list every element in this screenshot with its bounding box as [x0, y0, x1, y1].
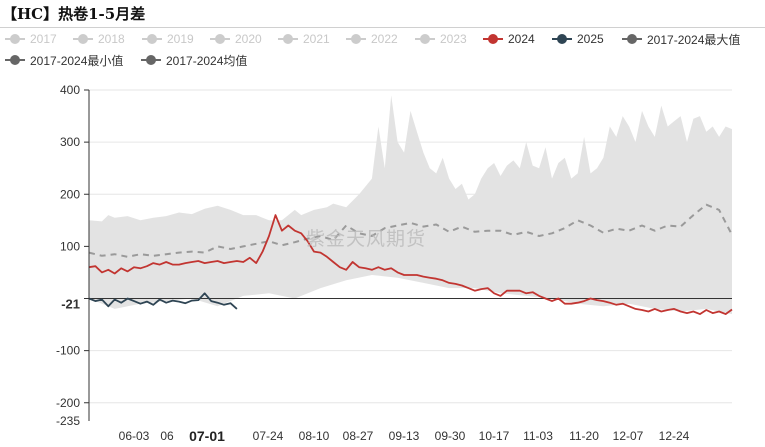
legend: 2017 2018 2019 2020 2021 2022 2023 2024 2025 2017… [0, 30, 765, 72]
legend-label: 2024 [508, 32, 535, 46]
legend-marker-icon [142, 33, 162, 45]
legend-item-2019[interactable]: 2019 [142, 30, 194, 48]
x-tick-label: 08-10 [299, 429, 330, 443]
y-tick-label: -100 [56, 344, 80, 358]
legend-marker-icon [622, 33, 642, 45]
legend-item-2021[interactable]: 2021 [278, 30, 330, 48]
legend-item-2018[interactable]: 2018 [73, 30, 125, 48]
title-divider [0, 27, 765, 28]
x-tick-label: 09-30 [435, 429, 466, 443]
legend-item-2017-2024均值[interactable]: 2017-2024均值 [141, 51, 247, 69]
legend-marker-icon [346, 33, 366, 45]
y-tick-label: -200 [56, 396, 80, 410]
legend-marker-icon [5, 33, 25, 45]
legend-label: 2017 [30, 32, 57, 46]
range-band-max-min [89, 95, 732, 315]
legend-label: 2023 [440, 32, 467, 46]
legend-item-2022[interactable]: 2022 [346, 30, 398, 48]
x-tick-label: 08-27 [343, 429, 374, 443]
legend-label: 2017-2024均值 [166, 53, 248, 68]
legend-item-2025[interactable]: 2025 [552, 30, 604, 48]
legend-item-2017[interactable]: 2017 [5, 30, 57, 48]
legend-marker-icon [415, 33, 435, 45]
y-tick-label: 100 [60, 239, 80, 253]
series-2024-line [88, 214, 733, 315]
legend-marker-icon [483, 33, 503, 45]
legend-label: 2021 [303, 32, 330, 46]
legend-item-2017-2024最小值[interactable]: 2017-2024最小值 [5, 51, 123, 69]
legend-item-2023[interactable]: 2023 [415, 30, 467, 48]
y-tick-label: 400 [60, 83, 80, 97]
x-tick-label: 06 [160, 429, 174, 443]
legend-label: 2025 [577, 32, 604, 46]
current-value-label: -21 [61, 297, 80, 312]
y-tick-label: 300 [60, 135, 80, 149]
x-tick-label: 12-24 [659, 429, 690, 443]
legend-marker-icon [552, 33, 572, 45]
legend-item-2024[interactable]: 2024 [483, 30, 535, 48]
x-tick-label: 11-03 [523, 429, 553, 443]
chart-title: 【HC】热卷1-5月差 [2, 5, 146, 23]
legend-marker-icon [210, 33, 230, 45]
x-tick-label: 09-13 [389, 429, 420, 443]
legend-label: 2019 [167, 32, 194, 46]
x-tick-label: 10-17 [479, 429, 510, 443]
y-tick-label-min: -235 [56, 414, 80, 428]
x-tick-label: 07-24 [253, 429, 284, 443]
legend-label: 2017-2024最小值 [30, 53, 124, 68]
legend-marker-icon [5, 54, 25, 66]
legend-marker-icon [278, 33, 298, 45]
x-tick-label: 06-03 [119, 429, 150, 443]
legend-marker-icon [73, 33, 93, 45]
series-2025-line [88, 292, 238, 310]
watermark: 紫金天风期货 [306, 229, 427, 250]
x-tick-label: 07-01 [189, 428, 225, 444]
y-tick-label: 200 [60, 187, 80, 201]
legend-item-2020[interactable]: 2020 [210, 30, 262, 48]
x-tick-label: 12-07 [613, 429, 644, 443]
x-tick-label: 11-20 [569, 429, 599, 443]
legend-label: 2017-2024最大值 [647, 32, 741, 47]
legend-label: 2022 [371, 32, 398, 46]
legend-label: 2018 [98, 32, 125, 46]
legend-marker-icon [141, 54, 161, 66]
legend-item-2017-2024最大值[interactable]: 2017-2024最大值 [622, 30, 740, 48]
legend-label: 2020 [235, 32, 262, 46]
